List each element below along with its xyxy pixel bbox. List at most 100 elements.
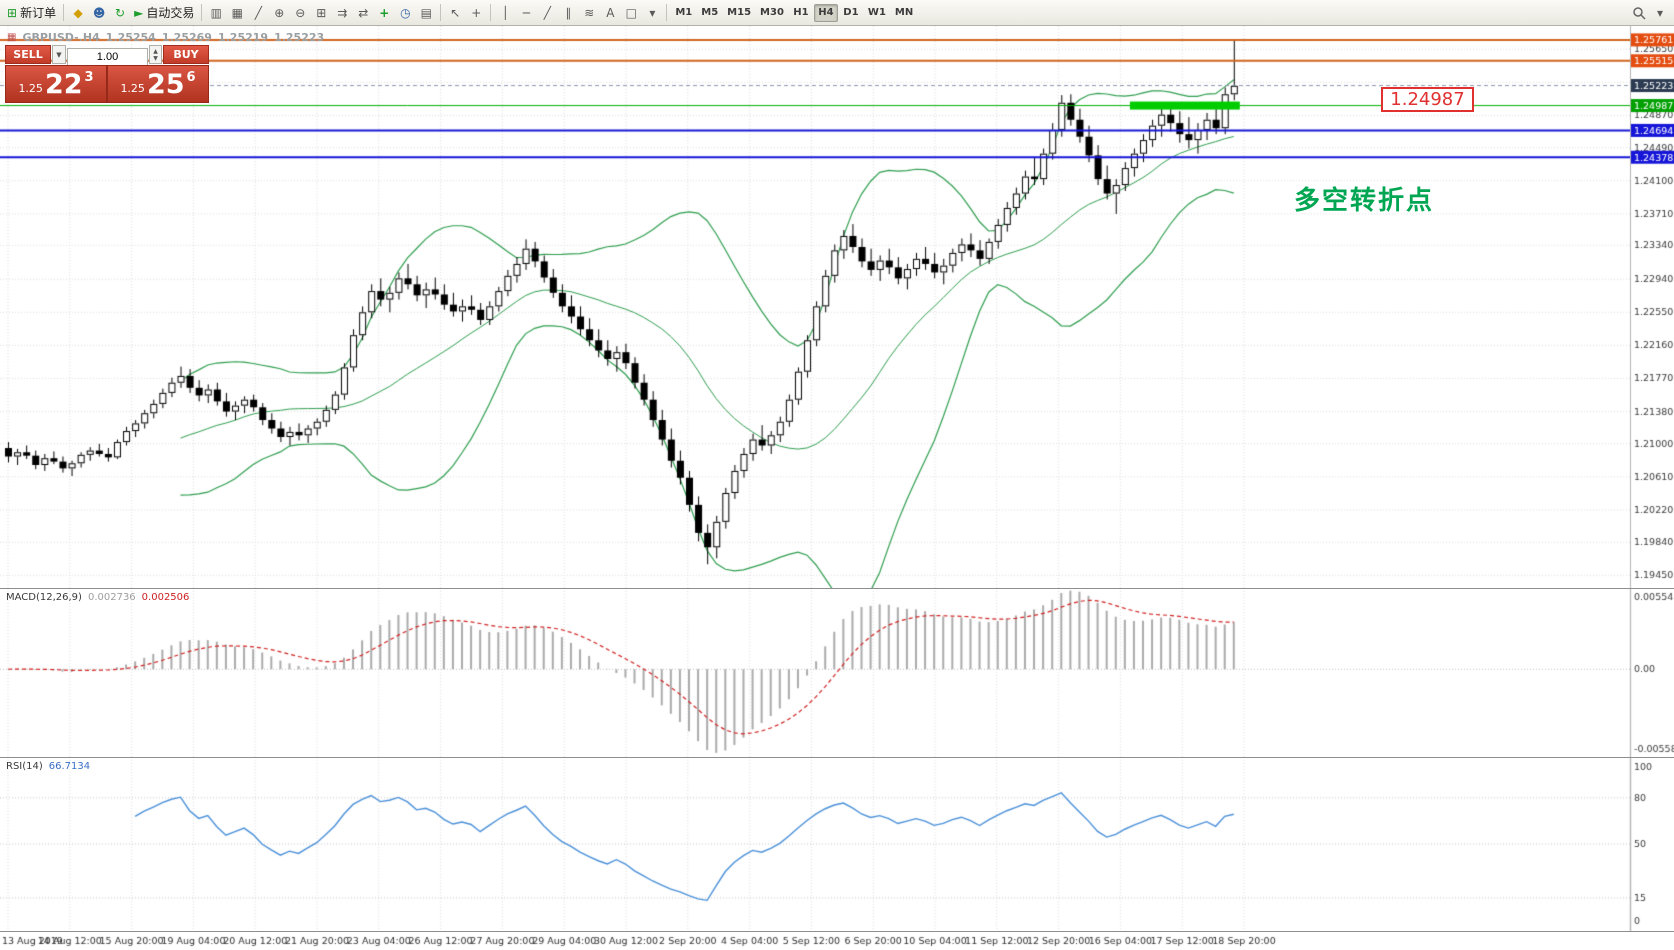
toolbar: ⊞ 新订单 ◆ ☻ ↻ ► 自动交易 ▥ ▦ ╱ ⊕ ⊖ ⊞ ⇉ ⇄ + ◷ ▤… — [0, 0, 1674, 26]
tf-button-m1[interactable]: M1 — [675, 7, 693, 18]
search-icon — [1633, 6, 1646, 20]
trendline-button[interactable]: ╱ — [537, 3, 557, 23]
volume-stepper[interactable]: ▲ ▼ — [149, 45, 162, 64]
new-order-label: 新订单 — [20, 6, 57, 20]
zoom-out-button[interactable]: ⊖ — [290, 3, 310, 23]
templates-icon: ▤ — [420, 5, 432, 20]
macd-signal-value: 0.002506 — [141, 592, 190, 603]
text-icon: A — [606, 5, 615, 20]
auto-scroll-button[interactable]: ⇉ — [332, 3, 352, 23]
tf-button-h1[interactable]: H1 — [793, 7, 809, 18]
chevron-down-icon: ▼ — [56, 50, 62, 59]
tf-button-mn[interactable]: MN — [894, 7, 914, 18]
macd-name: MACD(12,26,9) — [6, 592, 82, 603]
marketwatch-button[interactable]: ◆ — [68, 3, 88, 23]
tf-button-m30[interactable]: M30 — [760, 7, 784, 18]
search-button[interactable] — [1629, 3, 1649, 23]
refresh-icon: ↻ — [115, 5, 126, 20]
fibonacci-button[interactable]: ≋ — [579, 3, 599, 23]
toolbar-separator — [63, 4, 65, 21]
autotrading-label: 自动交易 — [146, 6, 195, 20]
time-axis[interactable] — [0, 931, 1674, 950]
auto-scroll-icon: ⇉ — [337, 5, 348, 20]
candlestick-chart-icon: ▦ — [231, 5, 243, 20]
chevron-down-icon: ▾ — [1656, 5, 1664, 20]
toolbar-overflow-button[interactable]: ▾ — [1650, 3, 1670, 23]
toolbar-separator — [490, 4, 492, 21]
indicators-button[interactable]: + — [374, 3, 394, 23]
vertical-line-button[interactable]: │ — [495, 3, 515, 23]
label-icon: □ — [625, 5, 637, 20]
new-order-icon: ⊞ — [7, 5, 18, 20]
templates-button[interactable]: ▤ — [416, 3, 436, 23]
line-chart-icon: ╱ — [254, 5, 262, 20]
tf-button-h4[interactable]: H4 — [813, 3, 838, 22]
ohlc-high: 1.25269 — [161, 31, 212, 44]
horizontal-line-button[interactable]: ─ — [516, 3, 536, 23]
price-chart-canvas[interactable] — [0, 26, 1674, 588]
macd-main-value: 0.002736 — [87, 592, 136, 603]
toolbar-separator — [440, 4, 442, 21]
buy-price-display[interactable]: 1.25 25 6 — [107, 65, 209, 103]
cursor-icon: ↖ — [450, 5, 461, 20]
text-button[interactable]: A — [600, 3, 620, 23]
time-axis-separator — [0, 931, 1674, 932]
tile-windows-icon: ⊞ — [316, 5, 327, 20]
sell-price-display[interactable]: 1.25 22 3 — [5, 65, 107, 103]
channel-button[interactable]: ∥ — [558, 3, 578, 23]
rsi-panel-canvas[interactable] — [0, 757, 1674, 931]
tf-button-d1[interactable]: D1 — [843, 7, 859, 18]
time-axis-canvas[interactable] — [0, 931, 1674, 950]
volume-dropdown-button[interactable]: ▼ — [52, 45, 66, 64]
price-axis[interactable] — [1630, 26, 1674, 588]
symbol-period-label: GBPUSD-.H4 — [22, 31, 100, 44]
chart-symbol-icon: ▦ — [7, 32, 17, 43]
vertical-line-icon: │ — [501, 5, 509, 20]
zoom-out-icon: ⊖ — [295, 5, 306, 20]
price-callout-box[interactable]: 1.24987 — [1381, 87, 1474, 112]
chart-shift-button[interactable]: ⇄ — [353, 3, 373, 23]
toolbar-separator — [201, 4, 203, 21]
sell-button[interactable]: SELL — [5, 45, 51, 64]
autotrading-button[interactable]: ► 自动交易 — [131, 3, 197, 23]
spin-up-icon: ▲ — [153, 47, 158, 55]
horizontal-line-icon: ─ — [522, 5, 530, 20]
sell-price-pip: 3 — [84, 70, 94, 85]
rsi-value: 66.7134 — [48, 761, 91, 772]
label-button[interactable]: □ — [621, 3, 641, 23]
sell-price-prefix: 1.25 — [18, 82, 43, 95]
volume-input[interactable] — [67, 47, 148, 67]
zoom-in-button[interactable]: ⊕ — [269, 3, 289, 23]
macd-panel-separator[interactable] — [0, 588, 1674, 589]
tf-button-m15[interactable]: M15 — [727, 7, 752, 18]
clock-icon: ◷ — [400, 5, 411, 20]
tf-button-m5[interactable]: M5 — [701, 7, 719, 18]
rsi-panel-separator[interactable] — [0, 757, 1674, 758]
chart-line-button[interactable]: ╱ — [248, 3, 268, 23]
chart-bars-button[interactable]: ▥ — [206, 3, 226, 23]
spin-down-icon: ▼ — [153, 54, 158, 62]
tile-windows-button[interactable]: ⊞ — [311, 3, 331, 23]
channel-icon: ∥ — [565, 5, 572, 20]
indicators-icon: + — [379, 5, 390, 20]
chart-shift-icon: ⇄ — [358, 5, 369, 20]
buy-price-pip: 6 — [186, 70, 196, 85]
macd-panel-canvas[interactable] — [0, 588, 1674, 757]
autotrading-play-icon: ► — [134, 5, 144, 20]
tf-button-w1[interactable]: W1 — [867, 7, 886, 18]
navigator-icon: ☻ — [92, 5, 106, 20]
ohlc-close: 1.25223 — [274, 31, 325, 44]
ohlc-low: 1.25219 — [217, 31, 269, 44]
fibonacci-icon: ≋ — [584, 5, 595, 20]
navigator-button[interactable]: ☻ — [89, 3, 109, 23]
cursor-button[interactable]: ↖ — [445, 3, 465, 23]
buy-button[interactable]: BUY — [163, 45, 209, 64]
shapes-button[interactable]: ▾ — [642, 3, 662, 23]
crosshair-icon: + — [471, 5, 482, 20]
chart-candles-button[interactable]: ▦ — [227, 3, 247, 23]
crosshair-button[interactable]: + — [466, 3, 486, 23]
refresh-button[interactable]: ↻ — [110, 3, 130, 23]
buy-price-prefix: 1.25 — [120, 82, 145, 95]
periods-button[interactable]: ◷ — [395, 3, 415, 23]
new-order-button[interactable]: ⊞ 新订单 — [4, 3, 59, 23]
